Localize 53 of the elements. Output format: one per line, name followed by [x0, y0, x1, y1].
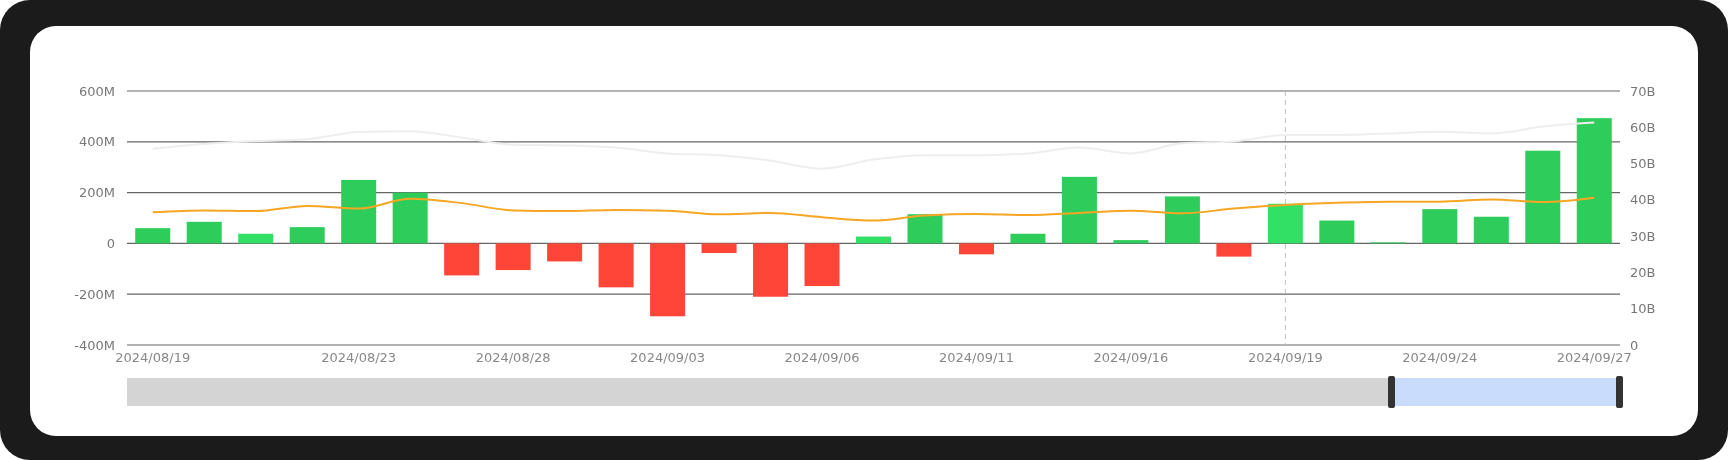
- x-tick-label: 2024/09/27: [1556, 350, 1632, 365]
- bar: [444, 243, 480, 276]
- bar: [1164, 196, 1200, 244]
- x-tick-label: 2024/08/28: [475, 350, 551, 365]
- bar: [958, 243, 994, 255]
- bar: [1267, 203, 1303, 244]
- y2-tick-label: 50B: [1630, 156, 1656, 172]
- x-tick-label: 2024/09/24: [1402, 350, 1478, 365]
- line-series: [151, 196, 1596, 222]
- y2-tick-label: 10B: [1630, 301, 1656, 317]
- x-tick-label: 2024/09/16: [1093, 350, 1169, 365]
- y2-tick-label: 60B: [1630, 119, 1656, 135]
- bar: [1525, 150, 1561, 244]
- y-tick-label: -200M: [74, 286, 115, 302]
- bar: [392, 192, 428, 244]
- y2-tick-label: 70B: [1630, 83, 1656, 99]
- bar: [1576, 118, 1612, 244]
- x-tick-label: 2024/09/19: [1247, 350, 1323, 365]
- bar: [186, 221, 222, 244]
- y-tick-label: 0: [106, 235, 115, 251]
- y2-tick-label: 40B: [1630, 192, 1656, 208]
- x-tick-label: 2024/09/11: [939, 350, 1014, 365]
- y-tick-label: 600M: [78, 83, 115, 99]
- bar: [1010, 233, 1046, 244]
- bar: [1473, 216, 1509, 244]
- y-tick-label: 400M: [78, 134, 115, 150]
- bar: [701, 243, 737, 254]
- line-series: [151, 121, 1596, 170]
- bar: [341, 179, 377, 244]
- bar: [1061, 176, 1097, 244]
- bar: [650, 243, 686, 317]
- bar: [1422, 209, 1458, 244]
- x-tick-label: 2024/09/03: [630, 350, 706, 365]
- x-tick-label: 2024/08/23: [321, 350, 397, 365]
- bar: [135, 228, 171, 244]
- bar: [804, 243, 840, 287]
- bar: [495, 243, 531, 271]
- bar: [598, 243, 634, 288]
- x-tick-label: 2024/09/06: [784, 350, 860, 365]
- y2-tick-label: 0: [1630, 337, 1639, 353]
- y-tick-label: 200M: [78, 185, 115, 201]
- x-tick-label: 2024/08/19: [115, 350, 191, 365]
- bar: [907, 214, 943, 244]
- bar: [1216, 243, 1252, 257]
- bar: [289, 227, 325, 244]
- bar: [238, 233, 274, 244]
- y2-tick-label: 20B: [1630, 264, 1656, 280]
- y-tick-label: -400M: [74, 337, 115, 353]
- bar: [1113, 240, 1149, 244]
- bar: [1319, 220, 1355, 244]
- y2-tick-label: 30B: [1630, 228, 1656, 244]
- bar: [753, 243, 789, 297]
- bar: [547, 243, 583, 262]
